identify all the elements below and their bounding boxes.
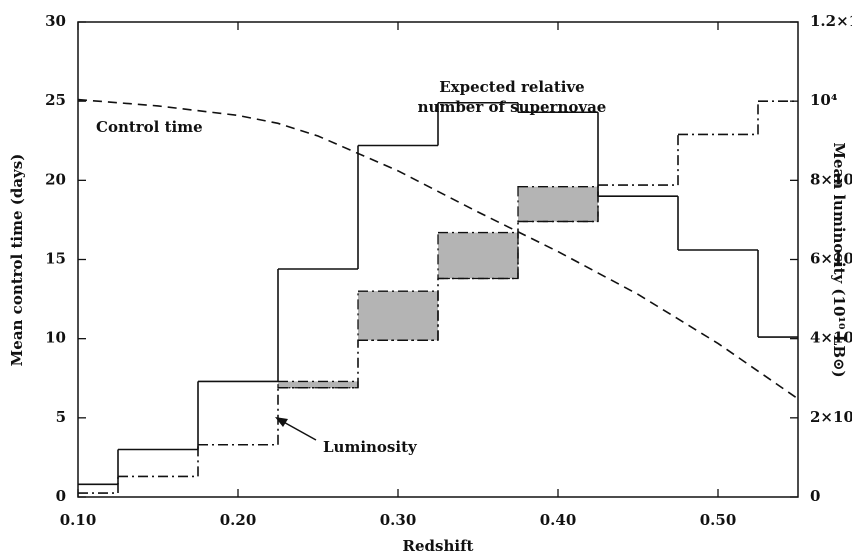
y-tick-label: 5 [56, 408, 66, 426]
y-tick-label: 25 [45, 91, 66, 109]
uncertainty-box [277, 380, 359, 389]
annotation: number of supernovae [418, 98, 607, 116]
y2-tick-label: 1.2×10⁴ [810, 12, 852, 30]
y-tick-label: 10 [45, 329, 66, 347]
x-tick-label: 0.30 [380, 511, 417, 529]
x-tick-label: 0.20 [220, 511, 257, 529]
annotation: Luminosity [323, 438, 418, 456]
arrow-head [275, 417, 288, 427]
annotation: Expected relative [439, 78, 584, 96]
x-tick-label: 0.10 [60, 511, 97, 529]
y2-tick-label: 2×10³ [810, 408, 852, 426]
annotation-arrow [279, 419, 317, 441]
y2-tick-label: 8×10³ [810, 170, 852, 188]
annotation: Control time [96, 118, 203, 136]
y-tick-label: 30 [45, 12, 66, 30]
y2-tick-label: 6×10³ [810, 250, 852, 268]
y2-axis-label: Mean luminosity (10¹⁰ LB⊙) [830, 142, 848, 377]
y2-tick-label: 4×10³ [810, 329, 852, 347]
y-tick-label: 0 [56, 487, 66, 505]
y-tick-label: 20 [45, 170, 66, 188]
uncertainty-box [437, 231, 519, 280]
y2-tick-label: 10⁴ [810, 91, 838, 109]
x-axis-label: Redshift [403, 537, 474, 555]
x-tick-label: 0.40 [540, 511, 577, 529]
x-tick-label: 0.50 [700, 511, 737, 529]
uncertainty-box [517, 186, 599, 223]
y-axis-label: Mean control time (days) [8, 154, 26, 367]
y-tick-label: 15 [45, 250, 66, 268]
y2-tick-label: 0 [810, 487, 820, 505]
control-time-curve [77, 98, 799, 400]
uncertainty-box [357, 290, 439, 341]
